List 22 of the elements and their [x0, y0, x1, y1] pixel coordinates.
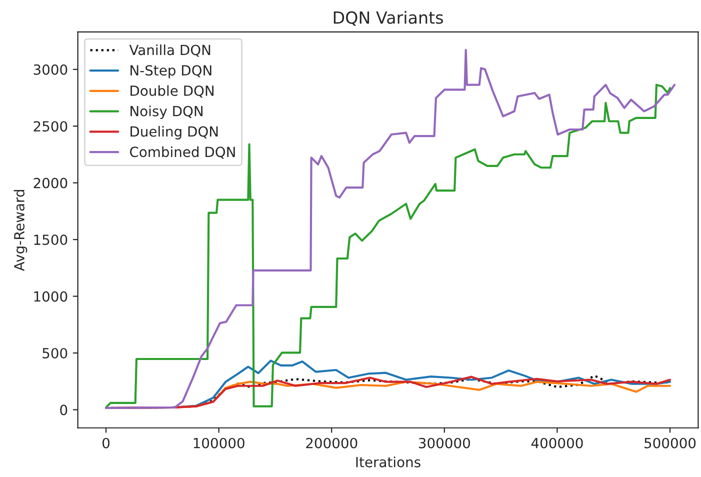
- x-tick-label: 400000: [531, 438, 583, 448]
- x-tick-label: 500000: [644, 438, 696, 448]
- y-tick-label: 500: [42, 348, 68, 358]
- x-axis-title: Iterations: [356, 456, 420, 468]
- legend-label: Combined DQN: [130, 146, 235, 159]
- x-tick-label: 200000: [306, 438, 358, 448]
- legend-label: Vanilla DQN: [129, 44, 210, 57]
- chart-title: DQN Variants: [334, 10, 443, 26]
- legend-label: Noisy DQN: [130, 106, 202, 120]
- y-tick-label: 2000: [34, 178, 68, 188]
- x-tick-label: 300000: [418, 438, 470, 448]
- y-tick-label: 1000: [34, 291, 68, 302]
- y-tick-label: 1500: [34, 234, 68, 246]
- y-tick-label: 2500: [34, 121, 68, 132]
- x-tick-label: 0: [102, 438, 110, 448]
- legend-label: Dueling DQN: [130, 126, 218, 140]
- x-tick-label: 100000: [194, 438, 244, 448]
- y-axis-title: Avg-Reward: [14, 190, 28, 272]
- y-tick-label: 0: [60, 404, 68, 416]
- legend-label: Double DQN: [130, 85, 214, 98]
- y-tick-label: 3000: [34, 64, 68, 75]
- legend-label: N-Step DQN: [130, 65, 212, 78]
